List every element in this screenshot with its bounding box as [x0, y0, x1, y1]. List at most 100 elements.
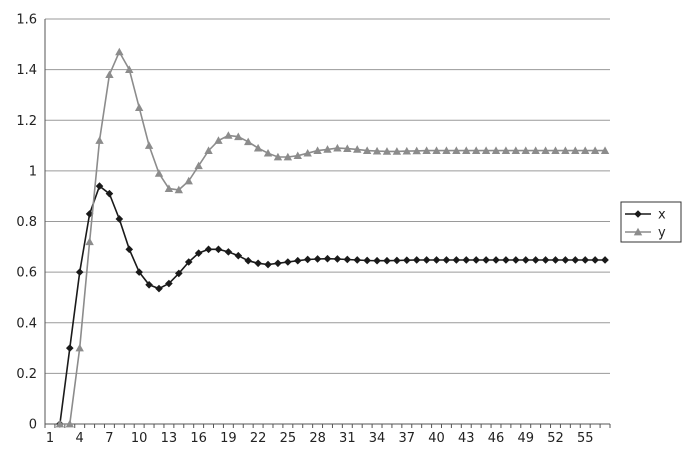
data-point: [105, 189, 114, 198]
x-tick-label: 49: [517, 431, 534, 446]
x-tick-label: 52: [547, 431, 564, 446]
data-point: [541, 146, 550, 154]
data-point: [75, 268, 84, 276]
data-point: [432, 146, 441, 154]
data-point: [512, 256, 520, 264]
x-tick-label: 16: [190, 431, 207, 446]
data-point: [115, 47, 124, 56]
data-point: [442, 256, 451, 264]
data-point: [174, 185, 184, 194]
data-point: [491, 146, 501, 154]
data-point: [373, 256, 381, 265]
data-point: [283, 152, 293, 161]
y-tick-label: 1.4: [16, 63, 37, 78]
legend-label: x: [658, 208, 666, 223]
data-point: [393, 256, 401, 265]
data-point: [65, 344, 74, 352]
data-point: [155, 284, 163, 293]
data-point: [194, 161, 203, 170]
data-point: [313, 146, 322, 154]
data-point: [601, 256, 609, 264]
data-point: [175, 269, 183, 278]
data-point: [343, 144, 352, 152]
data-point: [363, 256, 371, 265]
data-point: [184, 258, 193, 266]
x-tick-label: 55: [577, 431, 594, 446]
x-tick-label: 7: [105, 431, 113, 446]
data-point: [333, 143, 342, 152]
data-point: [571, 256, 580, 264]
data-point: [581, 146, 590, 154]
data-point: [125, 245, 134, 254]
data-point: [571, 146, 580, 154]
data-point: [134, 103, 144, 111]
data-point: [204, 146, 213, 154]
x-tick-label: 37: [399, 431, 416, 446]
x-tick-label: 34: [369, 431, 386, 446]
data-point: [184, 176, 193, 185]
data-point: [402, 146, 411, 155]
data-point: [353, 145, 362, 153]
data-point: [482, 256, 490, 264]
y-tick-label: 1: [29, 164, 37, 179]
data-point: [55, 419, 65, 428]
legend-entry-y: y: [625, 226, 666, 241]
data-point: [521, 146, 530, 154]
data-point: [501, 146, 511, 154]
data-point: [452, 256, 461, 264]
data-point: [144, 141, 154, 149]
data-point: [95, 182, 104, 190]
data-point: [253, 143, 263, 152]
data-point: [561, 256, 570, 264]
data-point: [105, 70, 114, 79]
y-tick-label: 0: [29, 418, 37, 433]
data-point: [274, 259, 282, 268]
data-point: [343, 255, 352, 264]
data-point: [224, 131, 233, 139]
x-tick-label: 43: [458, 431, 475, 446]
x-tick-label: 40: [428, 431, 445, 446]
data-point: [244, 137, 253, 146]
data-point: [502, 256, 510, 264]
data-point: [293, 256, 302, 265]
data-point: [521, 256, 530, 264]
x-tick-label: 31: [339, 431, 356, 446]
data-point: [65, 419, 74, 428]
data-point: [85, 237, 94, 246]
data-point: [481, 146, 491, 154]
y-tick-label: 0.2: [16, 367, 37, 382]
x-tick-label: 10: [131, 431, 148, 446]
series-y: [55, 47, 610, 428]
series-line-y: [59, 50, 605, 425]
data-point: [165, 279, 173, 288]
x-tick-label: 46: [488, 431, 505, 446]
y-tick-label: 0.6: [16, 266, 37, 281]
y-tick-label: 0.4: [16, 316, 37, 331]
data-point: [382, 147, 392, 155]
data-point: [303, 148, 312, 157]
x-tick-label: 28: [309, 431, 326, 446]
data-point: [383, 256, 391, 265]
x-tick-label: 4: [76, 431, 84, 446]
data-point: [492, 256, 500, 264]
data-point: [264, 260, 272, 269]
data-point: [472, 256, 480, 264]
data-point: [333, 255, 342, 263]
data-point: [95, 136, 104, 144]
data-point: [412, 146, 421, 155]
data-point: [234, 251, 243, 260]
data-point: [392, 147, 402, 155]
data-point: [591, 256, 599, 264]
data-point: [362, 146, 372, 154]
data-point: [204, 245, 213, 254]
y-tick-label: 1.6: [16, 13, 37, 28]
data-point: [303, 255, 312, 264]
data-point: [164, 184, 174, 192]
data-point: [372, 146, 382, 155]
data-point: [194, 249, 203, 257]
x-tick-label: 22: [250, 431, 267, 446]
data-point: [234, 132, 243, 141]
data-series: [55, 47, 610, 428]
data-point: [313, 255, 322, 263]
